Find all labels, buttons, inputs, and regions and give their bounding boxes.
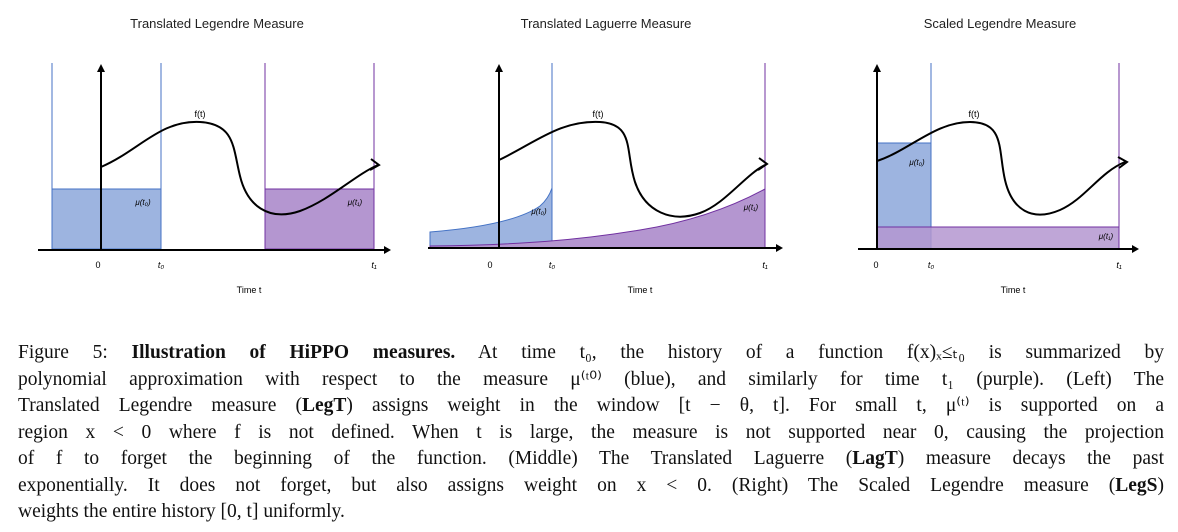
panel-title: Scaled Legendre Measure — [924, 16, 1077, 31]
caption-text: ) — [1157, 474, 1165, 496]
caption-text: ) measure decays the past — [897, 448, 1164, 469]
tick-t0: t₀ — [928, 260, 935, 270]
y-axis-arrowhead — [97, 64, 105, 72]
function-label: f(t) — [969, 109, 980, 119]
x-axis-arrowhead — [1132, 245, 1139, 253]
x-axis-label: Time t — [628, 285, 653, 295]
measure-t0-label: μ(t₀) — [530, 207, 547, 216]
tick-t1: t₁ — [762, 260, 768, 270]
function-arrowhead — [369, 158, 381, 171]
function-label: f(t) — [195, 109, 206, 119]
figure-caption: Figure 5: Illustration of HiPPO measures… — [18, 340, 1164, 526]
function-arrowhead — [757, 157, 769, 171]
tick-zero: 0 — [873, 260, 878, 270]
x-axis-label: Time t — [1001, 285, 1026, 295]
panel-title: Translated Legendre Measure — [130, 16, 304, 31]
caption-line: Translated Legendre measure (LegT) assig… — [18, 393, 1164, 420]
tick-zero: 0 — [487, 260, 492, 270]
measure-t0-label: μ(t₀) — [134, 198, 151, 207]
measure-t0-region — [51, 188, 162, 250]
caption-line: exponentially. It does not forget, but a… — [18, 473, 1164, 500]
caption-line: Figure 5: Illustration of HiPPO measures… — [18, 340, 1164, 367]
caption-bold-title: Illustration of HiPPO measures. — [131, 342, 456, 363]
y-axis-arrowhead — [873, 64, 881, 72]
caption-text: At time t₀, the history of a function f(… — [477, 342, 1164, 363]
measure-t0-label: μ(t₀) — [908, 158, 925, 167]
caption-legt: LegT — [301, 395, 347, 416]
measure-t1-region — [876, 226, 1120, 250]
function-label: f(t) — [593, 109, 604, 119]
function-curve — [498, 120, 766, 218]
function-curve — [100, 120, 379, 216]
caption-line: weights the entire history [0, t] unifor… — [18, 501, 345, 522]
y-axis-arrowhead — [495, 64, 503, 72]
panel-title: Translated Laguerre Measure — [521, 16, 692, 31]
measure-t1-region — [429, 188, 766, 249]
panel-translated-laguerre: Translated Laguerre Measure f(t) μ(t₀) μ… — [428, 16, 783, 295]
tick-t0: t₀ — [158, 260, 165, 270]
function-curve — [876, 120, 1126, 216]
x-axis-arrowhead — [776, 244, 783, 252]
tick-zero: 0 — [95, 260, 100, 270]
x-axis-arrowhead — [384, 246, 391, 254]
measure-t1-label: μ(t₁) — [347, 198, 363, 207]
caption-line: polynomial approximation with respect to… — [18, 368, 1164, 390]
caption-line: of f to forget the beginning of the func… — [18, 446, 1164, 473]
caption-text: of f to forget the beginning of the func… — [18, 448, 853, 469]
measure-t1-label: μ(t₁) — [743, 203, 759, 212]
caption-text: exponentially. It does not forget, but a… — [18, 474, 1116, 496]
figure-label: Figure 5: — [18, 342, 108, 363]
caption-legs: LegS — [1115, 474, 1158, 496]
measure-t1-label: μ(t₁) — [1098, 232, 1114, 241]
function-arrowhead — [1117, 156, 1129, 169]
tick-t0: t₀ — [549, 260, 556, 270]
caption-line: region x < 0 where f is not defined. Whe… — [18, 421, 1164, 443]
tick-t1: t₁ — [371, 260, 377, 270]
caption-text: ) assigns weight in the window [t − θ, t… — [346, 395, 1165, 416]
measure-t0-region — [429, 187, 553, 249]
caption-lagt: LagT — [852, 448, 898, 469]
tick-t1: t₁ — [1116, 260, 1122, 270]
x-axis-label: Time t — [237, 285, 262, 295]
caption-text: Translated Legendre measure ( — [18, 395, 302, 416]
panel-scaled-legendre: Scaled Legendre Measure f(t) μ(t₀) μ(t₁)… — [858, 16, 1139, 295]
panel-translated-legendre: Translated Legendre Measure f(t) μ(t₀) μ… — [38, 16, 391, 295]
